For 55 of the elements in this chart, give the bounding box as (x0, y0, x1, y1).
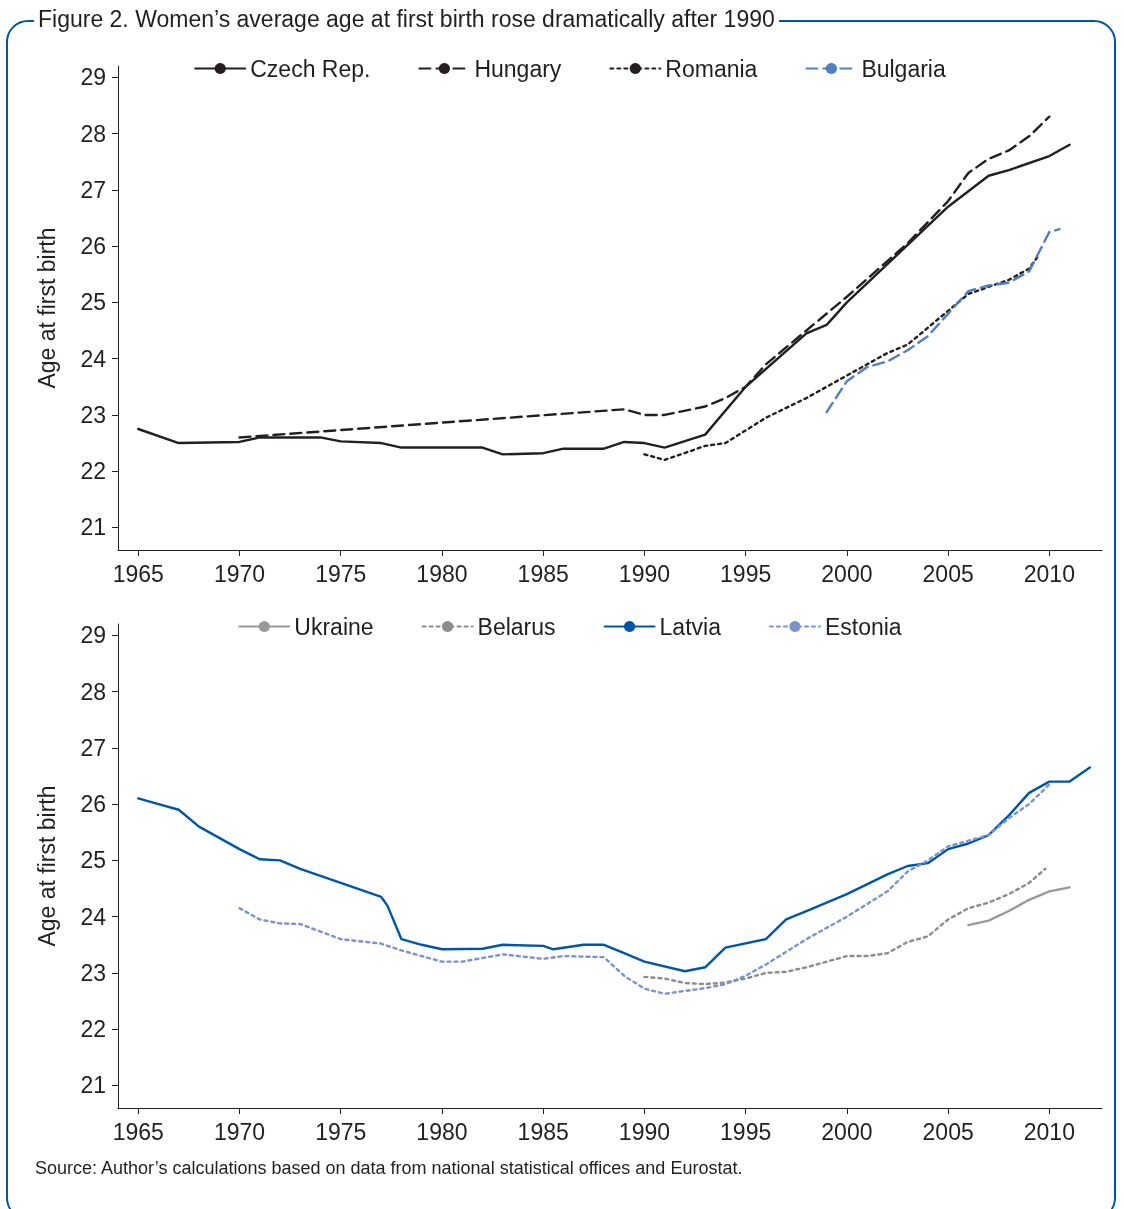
x-tick-label: 2010 (1023, 1118, 1075, 1145)
x-tick-label: 1985 (517, 560, 569, 587)
line-series (238, 783, 1051, 995)
x-tick-label: 1975 (315, 560, 367, 587)
y-tick-label: 24 (80, 903, 107, 930)
y-tick-label: 23 (80, 401, 106, 428)
y-tick-label: 25 (80, 847, 106, 874)
x-tick-label: 2000 (821, 560, 873, 587)
legend-label: Czech Rep. (250, 55, 371, 82)
y-tick-label: 28 (80, 678, 106, 705)
x-tick-label: 1970 (213, 560, 266, 587)
x-tick-label: 1995 (720, 560, 772, 587)
x-tick-label: 2005 (922, 560, 974, 587)
line-series (137, 766, 1092, 973)
y-tick-label: 26 (80, 233, 106, 260)
legend-label: Hungary (474, 55, 562, 82)
line-series (825, 228, 1061, 414)
y-tick-label: 22 (80, 1016, 106, 1043)
y-axis-title: Age at first birth (33, 785, 60, 947)
y-tick-label: 26 (80, 791, 106, 818)
y-tick-label: 21 (80, 1072, 106, 1099)
y-tick-label: 28 (80, 120, 106, 147)
source-note: Source: Author’s calculations based on data from national statistical offices and Eurostat. (35, 1158, 743, 1179)
legend-label: Estonia (824, 613, 902, 640)
legend-label: Ukraine (294, 613, 374, 640)
x-tick-label: 1980 (416, 560, 468, 587)
x-tick-label: 1975 (315, 1118, 367, 1145)
y-tick-label: 29 (80, 64, 106, 91)
legend-label: Latvia (659, 613, 722, 640)
x-tick-label: 1970 (213, 1118, 266, 1145)
x-tick-label: 1965 (112, 560, 164, 587)
legend-label: Bulgaria (861, 55, 946, 82)
y-tick-label: 23 (80, 959, 106, 986)
y-tick-label: 29 (80, 622, 106, 649)
x-tick-label: 2005 (922, 1118, 974, 1145)
x-tick-label: 1965 (112, 1118, 164, 1145)
legend-label: Romania (665, 55, 758, 82)
y-tick-label: 22 (80, 458, 106, 485)
line-series (967, 886, 1071, 927)
x-tick-label: 2010 (1023, 560, 1075, 587)
y-tick-label: 21 (80, 514, 106, 541)
y-tick-label: 25 (80, 289, 106, 316)
x-tick-label: 1990 (618, 1118, 671, 1145)
x-tick-label: 1995 (720, 1118, 772, 1145)
chart-title: Figure 2. Women’s average age at first birth rose dramatically after 1990 (34, 6, 779, 33)
x-tick-label: 1985 (517, 1118, 569, 1145)
y-tick-label: 27 (80, 176, 106, 203)
legend-label: Belarus (477, 613, 556, 640)
y-tick-label: 27 (80, 734, 106, 761)
line-series (643, 867, 1047, 986)
x-tick-label: 2000 (821, 1118, 873, 1145)
x-tick-label: 1990 (618, 560, 671, 587)
x-tick-label: 1980 (416, 1118, 468, 1145)
y-tick-label: 24 (80, 345, 107, 372)
y-axis-title: Age at first birth (33, 227, 60, 389)
